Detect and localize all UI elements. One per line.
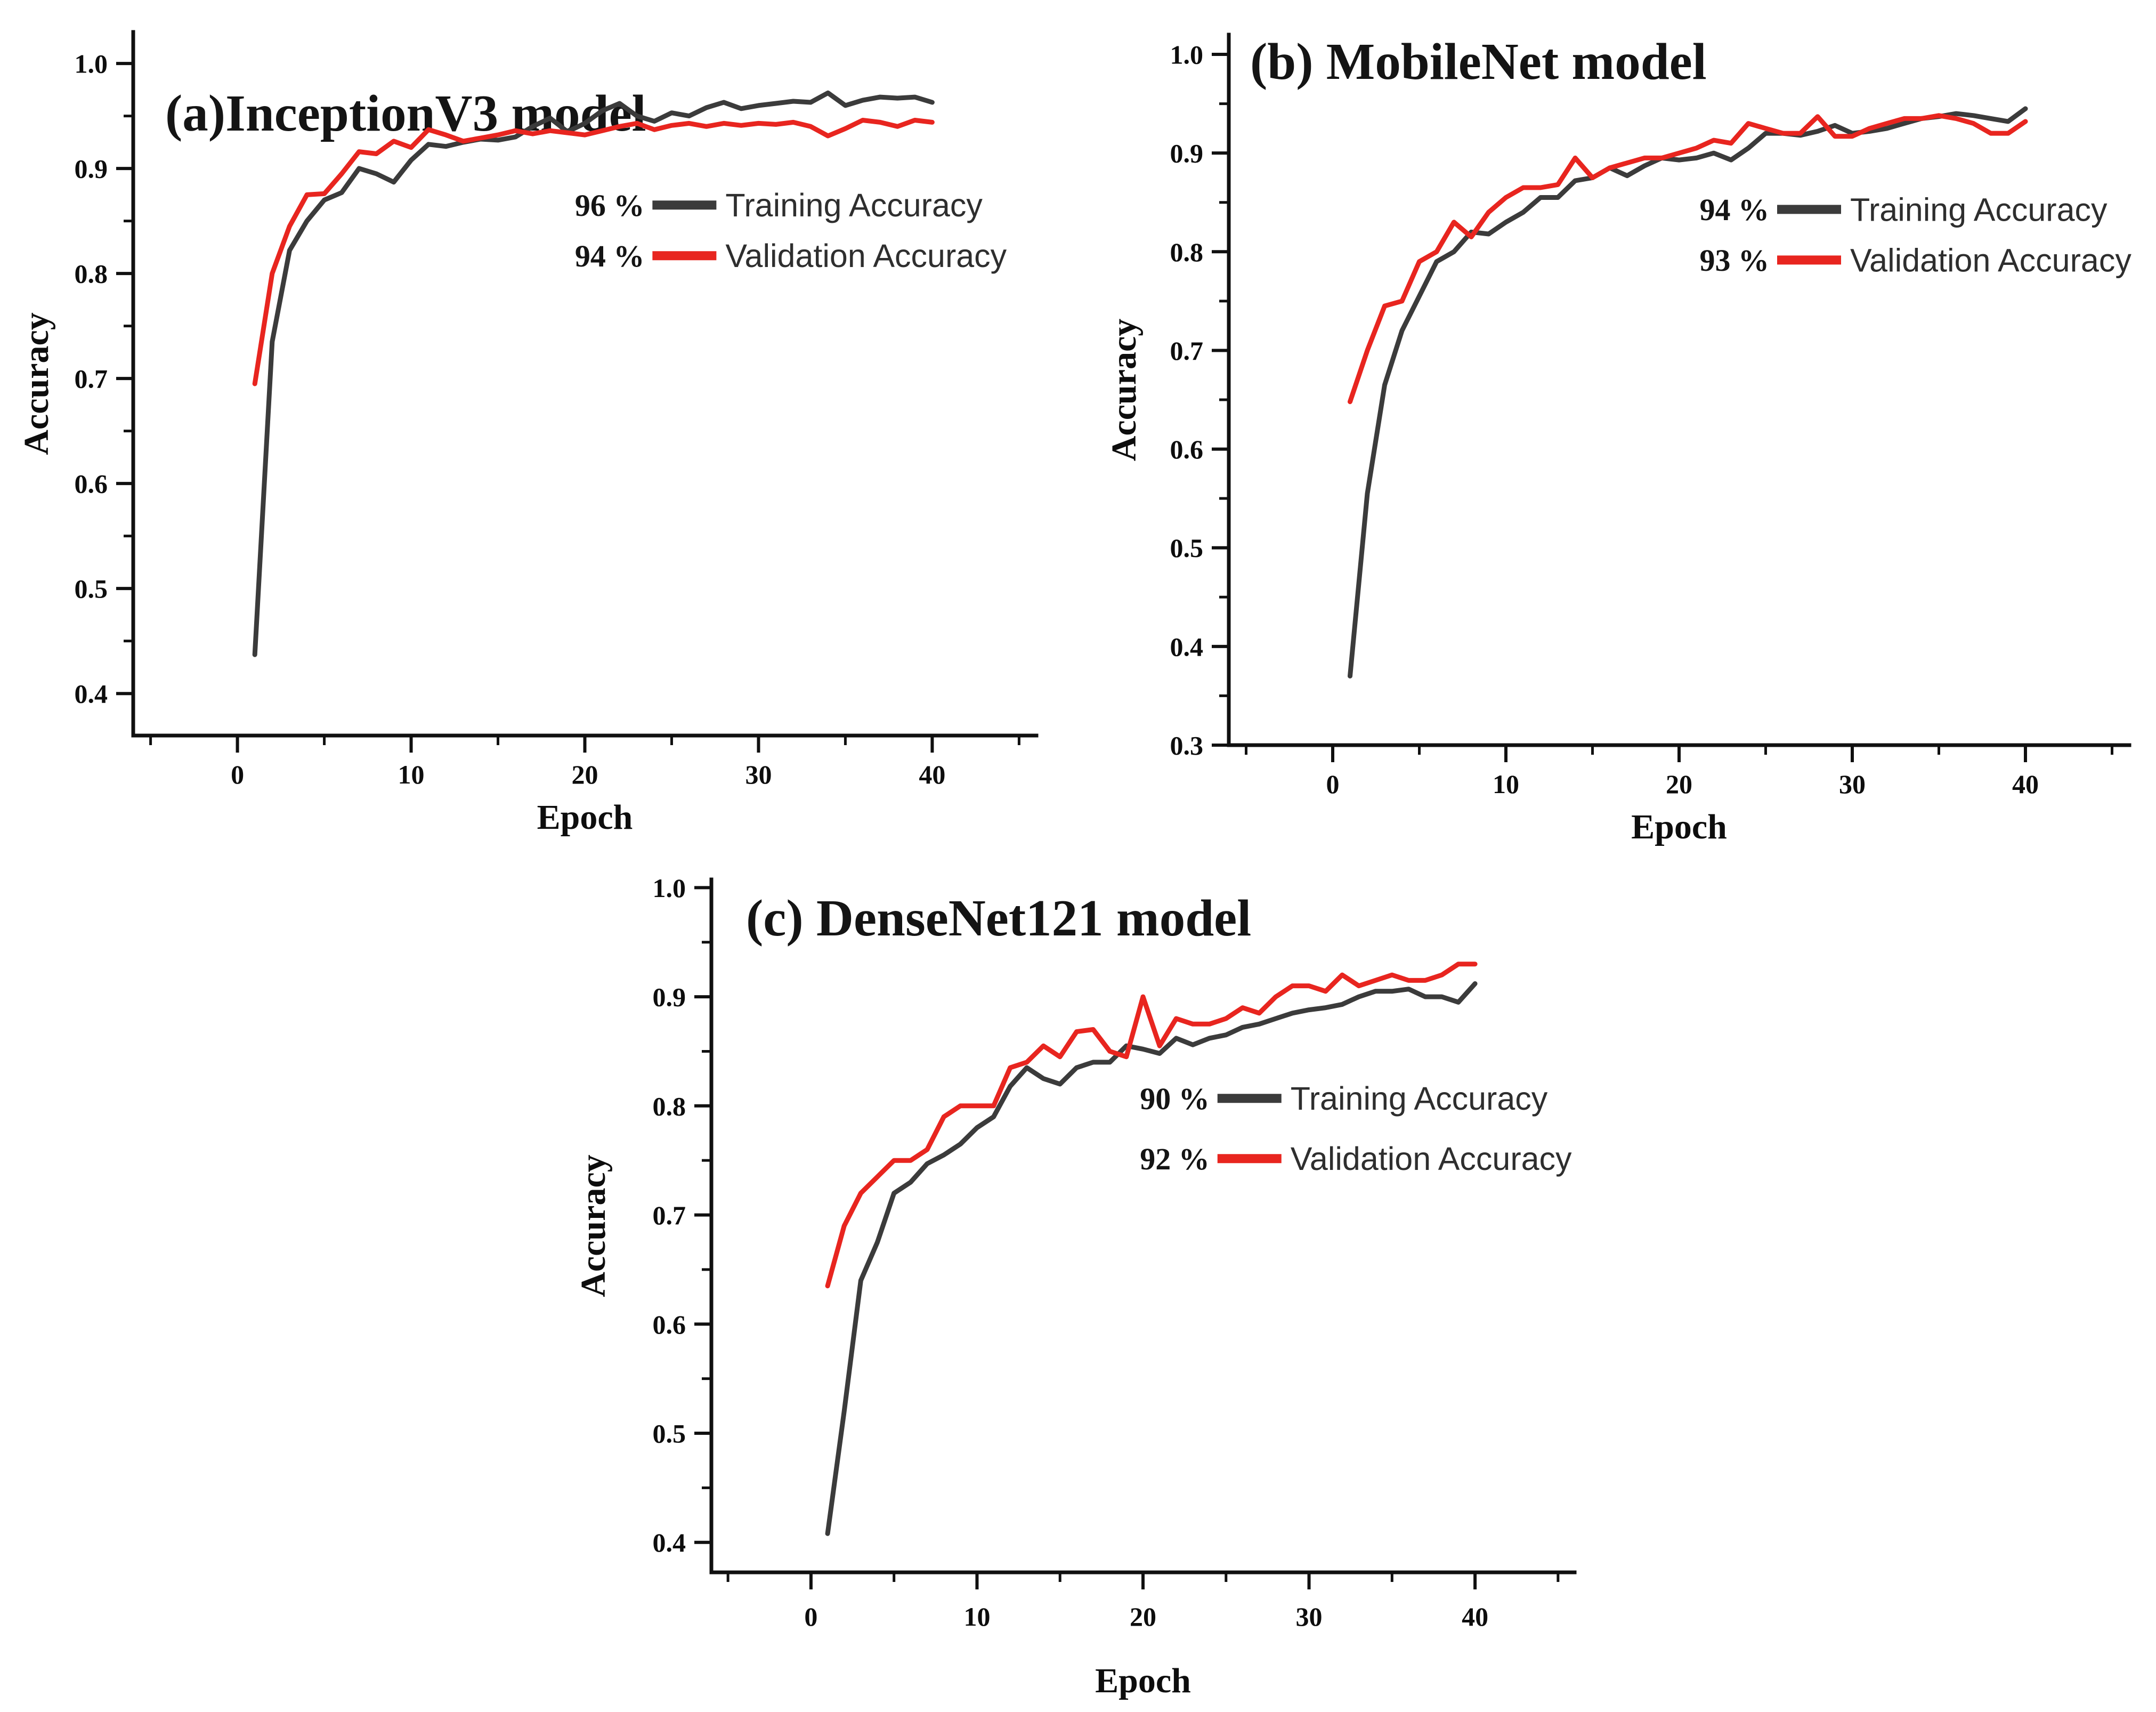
y-tick-label: 0.3 <box>1170 731 1204 761</box>
legend-final-accuracy-value: 90 % <box>1140 1081 1210 1116</box>
validation-accuracy-line <box>252 118 935 386</box>
legend-series-label: Training Accuracy <box>1850 191 2108 228</box>
y-tick-label: 0.9 <box>1170 139 1204 168</box>
panel-title: (b) MobileNet model <box>1250 33 1707 90</box>
x-tick-label: 0 <box>231 760 244 789</box>
y-tick-label: 0.7 <box>653 1200 686 1230</box>
legend-final-accuracy-value: 94 % <box>575 239 645 273</box>
panel-title: (c) DenseNet121 model <box>746 890 1251 947</box>
x-axis: 0 10 20 30 40 <box>1245 745 2113 799</box>
y-tick-label: 0.9 <box>75 154 108 184</box>
axis-spines <box>709 877 1577 1574</box>
densenet121-accuracy-chart: 0.4 0.5 0.6 0.7 0.8 0.9 1.0 0 10 20 30 40 Accuracy Ep… <box>574 873 1577 1700</box>
mobilenet-accuracy-chart: 0.3 0.4 0.5 0.6 0.7 0.8 0.9 1.0 0 10 20 30 40 Accurac… <box>1105 33 2132 846</box>
accuracy-axis-label: Accuracy <box>574 1154 613 1297</box>
y-tick-label: 0.5 <box>1170 533 1204 563</box>
accuracy-axis-label: Accuracy <box>1105 319 1144 462</box>
y-tick-label: 0.7 <box>75 364 108 394</box>
y-tick-label: 0.9 <box>653 982 686 1012</box>
x-tick-label: 10 <box>963 1602 990 1632</box>
panel-densenet121: 0.4 0.5 0.6 0.7 0.8 0.9 1.0 0 10 20 30 40 Accuracy Ep… <box>536 873 1681 1711</box>
x-tick-label: 30 <box>745 760 772 789</box>
x-tick-label: 30 <box>1839 769 1866 799</box>
x-tick-label: 40 <box>1462 1602 1488 1632</box>
y-tick-label: 0.4 <box>75 679 108 709</box>
legend: 96 % Training Accuracy 94 % Validation Accu… <box>575 187 1007 274</box>
legend-series-label: Validation Accuracy <box>1291 1141 1572 1177</box>
inceptionv3-accuracy-chart: 0.4 0.5 0.6 0.7 0.8 0.9 1.0 0 10 20 30 40 Accuracy Ep… <box>17 30 1039 837</box>
y-tick-label: 0.6 <box>75 469 108 499</box>
y-tick-label: 0.6 <box>1170 434 1204 464</box>
y-tick-label: 1.0 <box>75 49 108 79</box>
y-axis: 0.3 0.4 0.5 0.6 0.7 0.8 0.9 1.0 <box>1170 40 1229 761</box>
x-tick-label: 20 <box>1130 1602 1156 1632</box>
training-accuracy-line <box>1348 106 2028 679</box>
accuracy-axis-label: Accuracy <box>17 312 56 455</box>
x-tick-label: 0 <box>1326 769 1340 799</box>
training-accuracy-line <box>825 981 1478 1536</box>
y-tick-label: 1.0 <box>1170 40 1204 70</box>
legend: 90 % Training Accuracy 92 % Validation Accu… <box>1140 1080 1572 1177</box>
y-tick-label: 0.8 <box>75 259 108 289</box>
x-axis: 0 10 20 30 40 <box>149 736 1020 789</box>
y-tick-label: 0.8 <box>1170 237 1204 267</box>
axis-spines <box>131 30 1039 738</box>
legend-final-accuracy-value: 96 % <box>575 188 645 223</box>
validation-accuracy-line <box>825 962 1478 1289</box>
y-tick-label: 0.6 <box>653 1310 686 1339</box>
epoch-axis-label: Epoch <box>537 798 633 837</box>
legend: 94 % Training Accuracy 93 % Validation Accu… <box>1700 191 2132 278</box>
x-tick-label: 20 <box>1666 769 1692 799</box>
x-axis: 0 10 20 30 40 <box>726 1572 1560 1632</box>
training-accuracy-line <box>252 90 935 657</box>
epoch-axis-label: Epoch <box>1095 1661 1191 1700</box>
axis-spines <box>1227 33 2131 747</box>
legend-series-label: Validation Accuracy <box>725 238 1007 274</box>
legend-series-label: Validation Accuracy <box>1850 242 2131 278</box>
y-tick-label: 0.7 <box>1170 336 1204 366</box>
x-tick-label: 40 <box>919 760 945 789</box>
y-axis: 0.4 0.5 0.6 0.7 0.8 0.9 1.0 <box>653 873 711 1557</box>
x-tick-label: 30 <box>1296 1602 1323 1632</box>
legend-series-label: Training Accuracy <box>725 187 983 223</box>
y-tick-label: 0.4 <box>653 1528 686 1557</box>
legend-final-accuracy-value: 92 % <box>1140 1142 1210 1176</box>
legend-series-label: Training Accuracy <box>1291 1080 1548 1117</box>
panel-mobilenet: 0.3 0.4 0.5 0.6 0.7 0.8 0.9 1.0 0 10 20 30 40 Accurac… <box>1090 3 2156 962</box>
y-tick-label: 0.8 <box>653 1091 686 1121</box>
y-tick-label: 0.4 <box>1170 632 1204 661</box>
legend-final-accuracy-value: 93 % <box>1700 243 1770 278</box>
y-tick-label: 1.0 <box>653 873 686 903</box>
x-tick-label: 20 <box>572 760 598 789</box>
y-tick-label: 0.5 <box>75 574 108 604</box>
x-tick-label: 10 <box>398 760 425 789</box>
legend-final-accuracy-value: 94 % <box>1700 192 1770 227</box>
epoch-axis-label: Epoch <box>1631 807 1727 846</box>
x-tick-label: 40 <box>2012 769 2039 799</box>
y-axis: 0.4 0.5 0.6 0.7 0.8 0.9 1.0 <box>75 49 133 709</box>
x-tick-label: 0 <box>804 1602 817 1632</box>
y-tick-label: 0.5 <box>653 1418 686 1448</box>
validation-accuracy-line <box>1348 113 2028 405</box>
x-tick-label: 10 <box>1493 769 1519 799</box>
panel-inceptionv3: 0.4 0.5 0.6 0.7 0.8 0.9 1.0 0 10 20 30 40 Accuracy Ep… <box>8 3 1074 962</box>
